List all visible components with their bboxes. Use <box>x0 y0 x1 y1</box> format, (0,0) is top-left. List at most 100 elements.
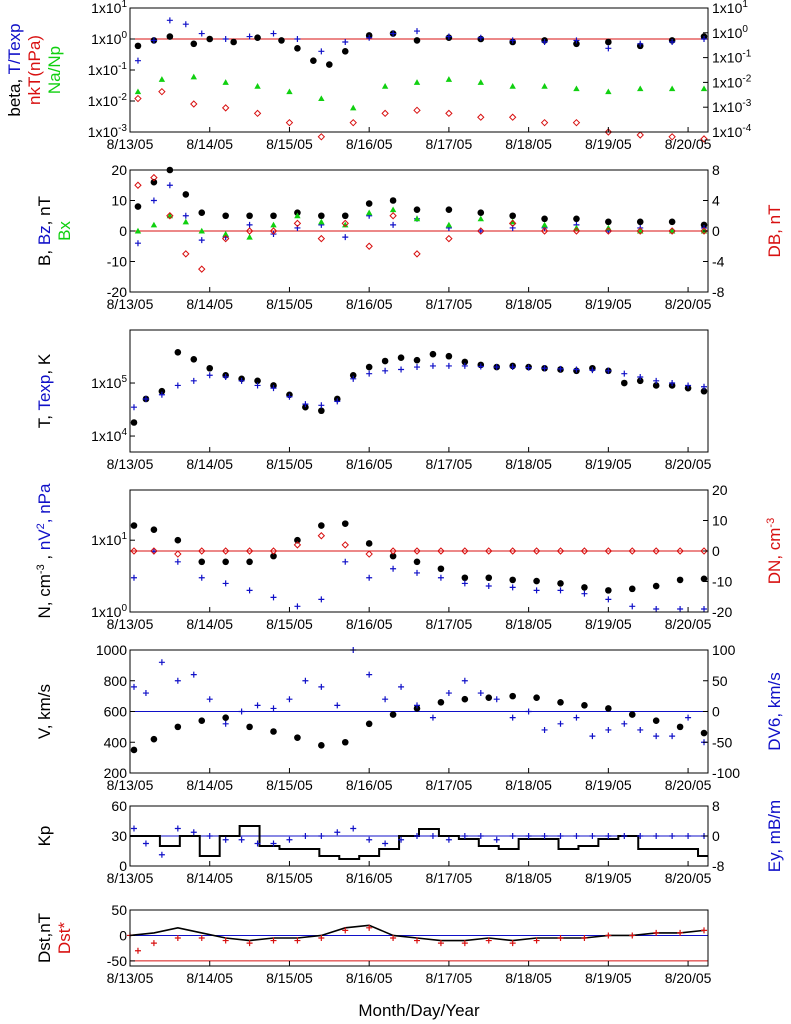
point <box>158 76 166 82</box>
right-tick-label: 100 <box>712 642 736 658</box>
point <box>174 550 182 558</box>
point <box>246 221 253 228</box>
point <box>246 33 253 40</box>
point <box>605 38 612 46</box>
x-tick-label: 8/18/05 <box>505 136 552 152</box>
x-tick-label: 8/15/05 <box>266 616 313 632</box>
point <box>589 833 596 839</box>
point <box>485 574 493 582</box>
point <box>604 128 613 136</box>
series-bx <box>134 206 708 240</box>
plot-frame <box>129 7 709 133</box>
x-tick-label: 8/14/05 <box>186 970 233 986</box>
point <box>413 547 421 555</box>
point <box>508 113 517 121</box>
point <box>398 836 405 843</box>
series-beta <box>134 30 708 68</box>
point <box>190 377 197 384</box>
left-tick-label: -10 <box>107 254 127 270</box>
right-axis-label: DB, nT <box>765 205 784 258</box>
x-tick-label: 8/15/05 <box>266 456 313 472</box>
point <box>700 135 708 143</box>
point <box>573 714 580 721</box>
point <box>676 547 684 555</box>
point <box>130 574 137 581</box>
point <box>461 677 468 684</box>
kp-step-line <box>130 825 708 860</box>
point <box>174 677 181 684</box>
point <box>413 356 421 364</box>
point <box>317 133 326 141</box>
point <box>413 215 421 222</box>
point <box>230 38 237 46</box>
point <box>381 357 389 365</box>
point <box>461 362 468 369</box>
point <box>581 590 588 597</box>
left-tick-label: 1x105 <box>91 374 127 391</box>
point <box>413 37 421 44</box>
point <box>285 118 294 127</box>
point <box>629 932 636 939</box>
left-axis-label: T, Texp, K <box>35 353 54 428</box>
point <box>541 365 548 372</box>
right-tick-label: 8 <box>712 798 720 814</box>
point <box>437 547 445 555</box>
point <box>342 558 349 565</box>
point <box>390 30 397 37</box>
point <box>318 833 325 839</box>
point <box>461 580 468 587</box>
point <box>366 370 373 377</box>
series-ey <box>130 825 708 858</box>
point <box>365 200 373 207</box>
point <box>485 547 493 555</box>
point <box>310 57 317 64</box>
left-tick-label: -20 <box>107 284 127 300</box>
point <box>365 209 373 216</box>
point <box>477 227 485 235</box>
point <box>130 522 138 529</box>
point <box>668 133 676 141</box>
point <box>461 574 469 582</box>
point <box>246 212 253 220</box>
right-tick-label: 1x10-4 <box>712 123 752 140</box>
left-tick-label: 20 <box>111 162 127 178</box>
x-tick-label: 8/13/05 <box>107 870 154 886</box>
point <box>350 104 357 111</box>
x-tick-label: 8/19/05 <box>585 616 632 632</box>
right-tick-label: 1x10-2 <box>712 73 752 90</box>
point <box>318 522 325 529</box>
point <box>134 947 141 954</box>
point <box>349 118 357 127</box>
right-tick-label: 0 <box>712 828 720 844</box>
point <box>134 240 141 247</box>
point <box>198 237 205 244</box>
point <box>341 520 349 527</box>
point <box>198 227 205 234</box>
point <box>509 83 516 89</box>
point <box>653 733 660 740</box>
left-axis-label: B, Bz, nT <box>35 196 54 266</box>
point <box>150 221 158 228</box>
point <box>508 219 517 228</box>
panel-2: -20 -10 0 10 20 -8 -4 0 4 8 8/13/05 8/14/05 8/15/05 8… <box>35 162 784 312</box>
point <box>293 219 302 228</box>
point <box>198 935 205 941</box>
point <box>669 833 676 839</box>
point <box>580 547 589 555</box>
point <box>130 419 138 426</box>
point <box>150 940 157 947</box>
point <box>637 373 644 380</box>
panel-7: -50 0 50 8/13/05 8/14/05 8/15/05 8/16/05 8/17/0… <box>35 902 712 986</box>
point <box>557 935 564 941</box>
right-tick-label: 4 <box>712 193 720 209</box>
point <box>150 37 157 44</box>
point <box>701 36 708 42</box>
point <box>206 35 214 43</box>
point <box>198 558 206 566</box>
point <box>302 401 309 408</box>
point <box>581 935 588 941</box>
point <box>509 940 516 947</box>
point <box>477 363 484 370</box>
point <box>238 377 245 384</box>
point <box>382 367 389 374</box>
